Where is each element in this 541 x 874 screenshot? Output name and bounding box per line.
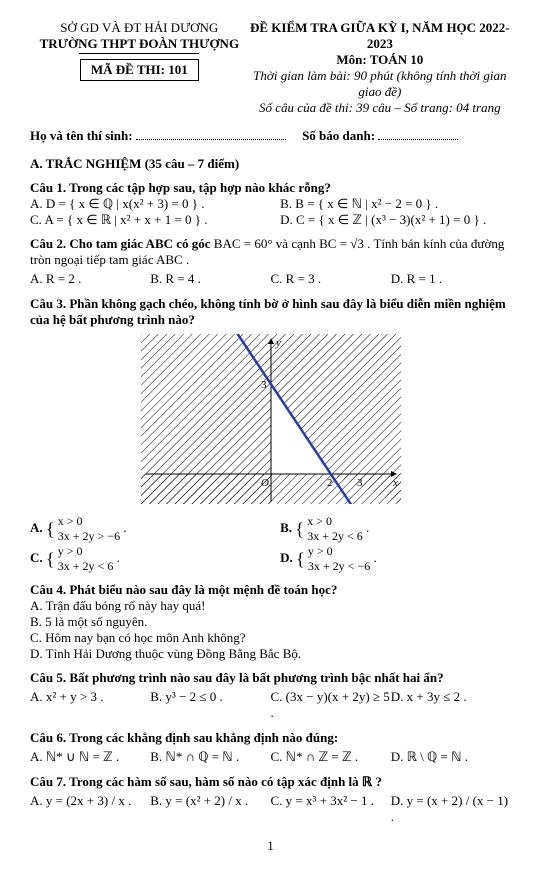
q7-opt-d: D. y = (x + 2) / (x − 1) . xyxy=(391,792,511,826)
section-a-title: A. TRẮC NGHIỆM (35 câu – 7 điểm) xyxy=(30,156,511,172)
exam-code: MÃ ĐỀ THI: 101 xyxy=(80,59,199,81)
time-label: Thời gian làm bài: 90 phút (không tính t… xyxy=(249,68,511,100)
page-number: 1 xyxy=(30,838,511,854)
q3-c-line1: y > 0 xyxy=(58,544,83,558)
school-label: TRƯỜNG THPT ĐOÀN THƯỢNG xyxy=(30,36,249,52)
q3-a-line1: x > 0 xyxy=(58,514,83,528)
header-left: SỞ GD VÀ ĐT HẢI DƯƠNG TRƯỜNG THPT ĐOÀN T… xyxy=(30,20,249,116)
question-4: Câu 4. Phát biểu nào sau đây là một mệnh… xyxy=(30,582,511,662)
q1-opt-c: C. A = { x ∈ ℝ | x² + x + 1 = 0 } . xyxy=(30,212,261,228)
q2-opt-c: C. R = 3 . xyxy=(271,270,391,288)
id-label: Số báo danh: xyxy=(302,128,378,143)
svg-text:3: 3 xyxy=(261,379,267,391)
q4-opt-c: C. Hôm nay bạn có học môn Anh không? xyxy=(30,630,511,646)
q3-graph: x y O 2 3 3 xyxy=(30,334,511,508)
question-1: Câu 1. Trong các tập hợp sau, tập hợp nà… xyxy=(30,180,511,228)
q7-opt-c: C. y = x³ + 3x² − 1 . xyxy=(271,792,391,826)
q5-stem: Câu 5. Bất phương trình nào sau đây là b… xyxy=(30,670,511,686)
q4-stem: Câu 4. Phát biểu nào sau đây là một mệnh… xyxy=(30,582,511,598)
id-blank xyxy=(378,129,458,140)
graph-svg: x y O 2 3 3 xyxy=(141,334,401,504)
q2-opt-b: B. R = 4 . xyxy=(150,270,270,288)
q1-opt-a: A. D = { x ∈ ℚ | x(x² + 3) = 0 } . xyxy=(30,196,261,212)
q7-stem: Câu 7. Trong các hàm số sau, hàm số nào … xyxy=(30,774,511,790)
q7-opt-b: B. y = (x² + 2) / x . xyxy=(150,792,270,826)
svg-text:x: x xyxy=(392,477,398,489)
q4-opt-b: B. 5 là một số nguyên. xyxy=(30,614,511,630)
q2-opt-a: A. R = 2 . xyxy=(30,270,150,288)
svg-text:O: O xyxy=(261,477,269,489)
q3-a-line2: 3x + 2y > −6 xyxy=(58,529,120,543)
q5-opt-a: A. x² + y > 3 . xyxy=(30,688,150,722)
q3-b-line2: 3x + 2y < 6 xyxy=(307,529,363,543)
name-row: Họ và tên thí sinh: Số báo danh: xyxy=(30,128,511,144)
q6-opt-c: C. ℕ* ∩ ℤ = ℤ . xyxy=(271,748,391,766)
q3-opt-a: A. { x > 03x + 2y > −6 . xyxy=(30,514,261,544)
q3-opt-b: B. { x > 03x + 2y < 6 . xyxy=(280,514,511,544)
q6-opt-a: A. ℕ* ∪ ℕ = ℤ . xyxy=(30,748,150,766)
q3-d-line1: y > 0 xyxy=(308,544,333,558)
q4-opt-d: D. Tỉnh Hải Dương thuộc vùng Đồng Bằng B… xyxy=(30,646,511,662)
question-2: Câu 2. Cho tam giác ABC có góc BAC = 60°… xyxy=(30,236,511,288)
exam-title: ĐỀ KIỂM TRA GIỮA KỲ I, NĂM HỌC 2022-2023 xyxy=(249,20,511,52)
q3-opt-d: D. { y > 03x + 2y < −6 . xyxy=(280,544,511,574)
q3-d-line2: 3x + 2y < −6 xyxy=(308,559,370,573)
q3-row1: A. { x > 03x + 2y > −6 . B. { x > 03x + … xyxy=(30,514,511,544)
q6-opt-b: B. ℕ* ∩ ℚ = ℕ . xyxy=(150,748,270,766)
q3-stem: Câu 3. Phần không gạch chéo, không tính … xyxy=(30,296,506,327)
q5-opt-d: D. x + 3y ≤ 2 . xyxy=(391,688,511,722)
q5-opt-c: C. (3x − y)(x + 2y) ≥ 5 . xyxy=(271,688,391,722)
divider xyxy=(79,53,199,54)
q1-opt-b: B. B = { x ∈ ℕ | x² − 2 = 0 } . xyxy=(280,196,511,212)
dept-label: SỞ GD VÀ ĐT HẢI DƯƠNG xyxy=(30,20,249,36)
q3-b-line1: x > 0 xyxy=(307,514,332,528)
q2-stem-a: Câu 2. Cho tam giác ABC có góc xyxy=(30,236,214,251)
header-right: ĐỀ KIỂM TRA GIỮA KỲ I, NĂM HỌC 2022-2023… xyxy=(249,20,511,116)
header: SỞ GD VÀ ĐT HẢI DƯƠNG TRƯỜNG THPT ĐOÀN T… xyxy=(30,20,511,116)
name-blank xyxy=(136,129,286,140)
q4-opt-a: A. Trận đấu bóng rổ này hay quá! xyxy=(30,598,511,614)
question-6: Câu 6. Trong các khẳng định sau khẳng đị… xyxy=(30,730,511,766)
q7-opt-a: A. y = (2x + 3) / x . xyxy=(30,792,150,826)
q2-opt-d: D. R = 1 . xyxy=(391,270,511,288)
q3-row2: C. { y > 03x + 2y < 6 . D. { y > 03x + 2… xyxy=(30,544,511,574)
q1-opt-d: D. C = { x ∈ ℤ | (x³ − 3)(x² + 1) = 0 } … xyxy=(280,212,511,228)
question-5: Câu 5. Bất phương trình nào sau đây là b… xyxy=(30,670,511,722)
count-label: Số câu của đề thi: 39 câu – Số trang: 04… xyxy=(249,100,511,116)
q1-stem: Câu 1. Trong các tập hợp sau, tập hợp nà… xyxy=(30,180,331,195)
svg-text:2: 2 xyxy=(327,477,333,489)
q3-c-line2: 3x + 2y < 6 xyxy=(58,559,114,573)
svg-text:y: y xyxy=(275,337,281,349)
svg-text:3: 3 xyxy=(357,477,363,489)
q6-opt-d: D. ℝ \ ℚ = ℕ . xyxy=(391,748,511,766)
subject-label: Môn: TOÁN 10 xyxy=(249,52,511,68)
name-label: Họ và tên thí sinh: xyxy=(30,128,136,143)
question-3: Câu 3. Phần không gạch chéo, không tính … xyxy=(30,296,511,574)
q6-stem: Câu 6. Trong các khẳng định sau khẳng đị… xyxy=(30,730,511,746)
q3-opt-c: C. { y > 03x + 2y < 6 . xyxy=(30,544,261,574)
question-7: Câu 7. Trong các hàm số sau, hàm số nào … xyxy=(30,774,511,826)
q5-opt-b: B. y³ − 2 ≤ 0 . xyxy=(150,688,270,722)
